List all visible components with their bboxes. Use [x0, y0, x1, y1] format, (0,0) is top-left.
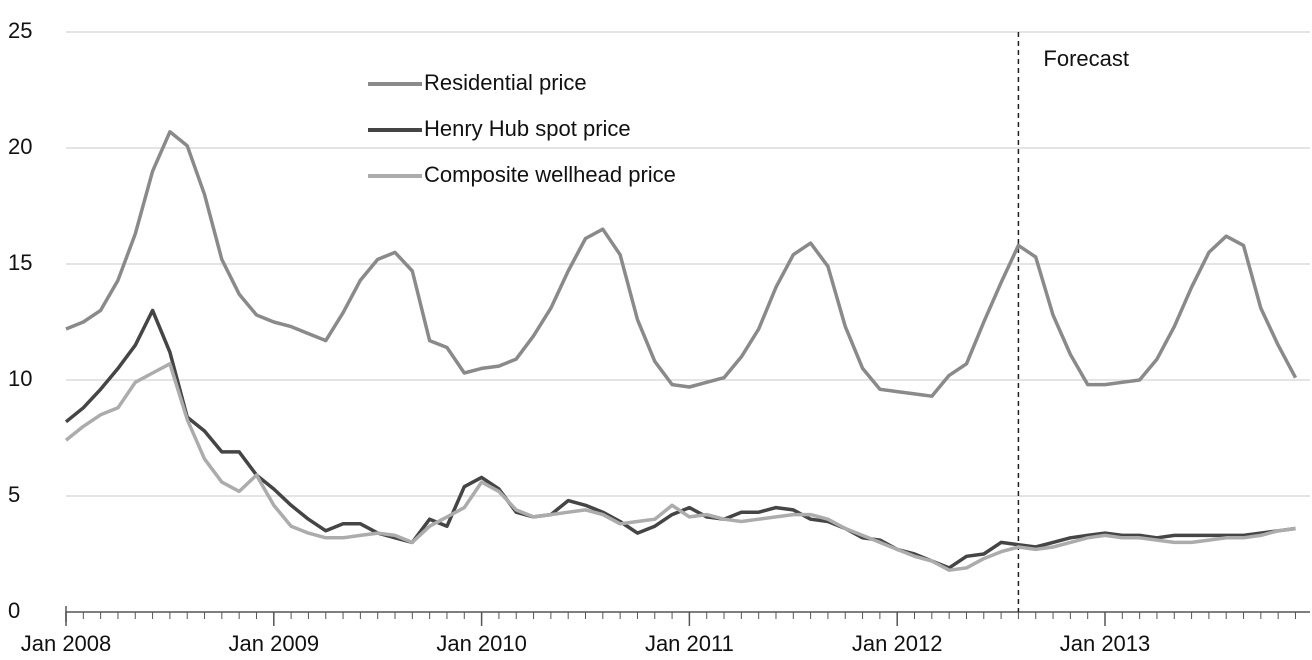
x-tick-label: Jan 2011 — [645, 631, 734, 656]
legend-label: Residential price — [424, 70, 587, 95]
x-tick-label: Jan 2013 — [1060, 631, 1151, 656]
legend-label: Composite wellhead price — [424, 162, 676, 187]
legend-label: Henry Hub spot price — [424, 116, 631, 141]
y-tick-label: 10 — [8, 366, 32, 391]
x-tick-label: Jan 2010 — [436, 631, 527, 656]
y-tick-label: 5 — [8, 482, 20, 507]
y-tick-label: 0 — [8, 598, 20, 623]
x-tick-label: Jan 2009 — [229, 631, 320, 656]
x-tick-label: Jan 2008 — [21, 631, 112, 656]
annotation: Forecast — [1043, 46, 1129, 71]
y-tick-label: 20 — [8, 134, 32, 159]
y-tick-label: 25 — [8, 18, 32, 43]
series-line — [65, 130, 1298, 398]
y-tick-label: 15 — [8, 250, 32, 275]
series-line — [64, 308, 1296, 570]
series-line — [64, 362, 1296, 572]
x-tick-label: Jan 2012 — [852, 631, 943, 656]
